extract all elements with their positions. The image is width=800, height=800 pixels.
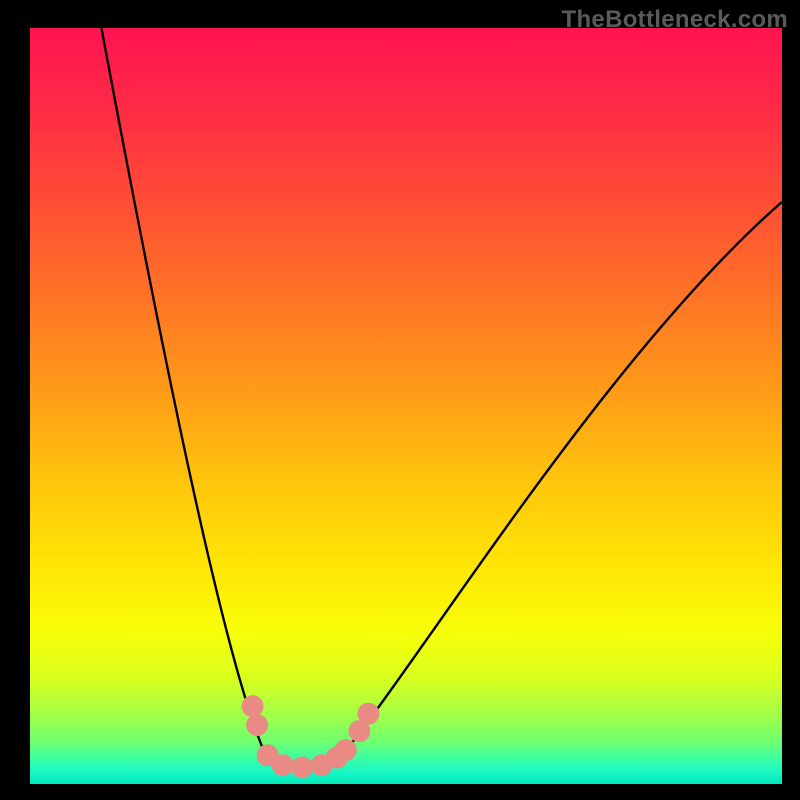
data-marker <box>357 703 379 725</box>
plot-area <box>30 28 782 784</box>
data-marker <box>242 695 264 717</box>
data-marker <box>272 754 294 776</box>
data-marker <box>291 756 313 778</box>
chart-frame: TheBottleneck.com <box>0 0 800 800</box>
data-marker <box>335 739 357 761</box>
data-marker <box>246 714 268 736</box>
